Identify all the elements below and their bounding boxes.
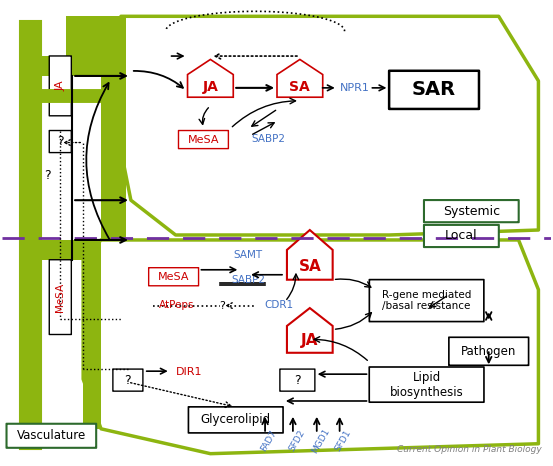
Text: CDR1: CDR1 xyxy=(264,300,293,309)
Text: Pathogen: Pathogen xyxy=(461,345,517,358)
FancyBboxPatch shape xyxy=(424,200,519,222)
FancyBboxPatch shape xyxy=(449,337,529,365)
Text: ?: ? xyxy=(220,301,225,310)
Text: SABP2: SABP2 xyxy=(251,134,285,144)
Polygon shape xyxy=(287,230,333,280)
FancyBboxPatch shape xyxy=(179,130,228,149)
Text: SA: SA xyxy=(299,259,321,274)
FancyBboxPatch shape xyxy=(189,407,283,433)
Text: SAMT: SAMT xyxy=(233,250,263,260)
Text: ?: ? xyxy=(57,135,64,148)
FancyBboxPatch shape xyxy=(149,267,199,286)
FancyBboxPatch shape xyxy=(19,21,41,449)
Polygon shape xyxy=(41,16,126,240)
Text: ?: ? xyxy=(124,374,131,387)
Text: NPR1: NPR1 xyxy=(340,83,369,93)
Text: SFD2: SFD2 xyxy=(287,429,306,453)
Text: Current Opinion in Plant Biology: Current Opinion in Plant Biology xyxy=(397,445,541,454)
Text: JA: JA xyxy=(301,333,319,348)
Text: Systemic: Systemic xyxy=(443,205,500,218)
Text: FAD7: FAD7 xyxy=(259,429,279,453)
Text: Local: Local xyxy=(445,229,478,242)
FancyBboxPatch shape xyxy=(49,56,71,116)
Text: JA: JA xyxy=(55,81,65,91)
Text: MeSA: MeSA xyxy=(55,282,65,312)
Text: Lipid
biosynthesis: Lipid biosynthesis xyxy=(390,370,463,398)
Text: ?: ? xyxy=(294,374,301,387)
Text: JA: JA xyxy=(202,80,218,94)
Text: MGD1: MGD1 xyxy=(310,427,331,455)
FancyBboxPatch shape xyxy=(7,424,96,448)
Polygon shape xyxy=(287,308,333,353)
Text: DIR1: DIR1 xyxy=(176,367,202,377)
Polygon shape xyxy=(187,60,233,97)
Text: SABP2: SABP2 xyxy=(231,275,265,285)
Text: MeSA: MeSA xyxy=(158,272,189,282)
FancyBboxPatch shape xyxy=(424,225,499,247)
FancyBboxPatch shape xyxy=(369,367,484,402)
Text: AtPeps: AtPeps xyxy=(159,300,194,309)
Text: SA: SA xyxy=(289,80,310,94)
Text: ?: ? xyxy=(44,169,51,182)
FancyBboxPatch shape xyxy=(49,130,71,152)
Text: Glycerolipid: Glycerolipid xyxy=(201,413,271,426)
Polygon shape xyxy=(41,240,101,429)
FancyBboxPatch shape xyxy=(113,369,143,391)
FancyBboxPatch shape xyxy=(49,260,71,335)
Text: SAR: SAR xyxy=(412,80,456,99)
Text: SFD1: SFD1 xyxy=(334,429,353,453)
Text: Vasculature: Vasculature xyxy=(17,429,86,442)
FancyBboxPatch shape xyxy=(280,369,315,391)
Polygon shape xyxy=(277,60,323,97)
Text: MeSA: MeSA xyxy=(187,135,219,144)
FancyBboxPatch shape xyxy=(389,71,479,109)
Text: R-gene mediated
/basal resistance: R-gene mediated /basal resistance xyxy=(382,290,471,311)
FancyBboxPatch shape xyxy=(369,280,484,322)
